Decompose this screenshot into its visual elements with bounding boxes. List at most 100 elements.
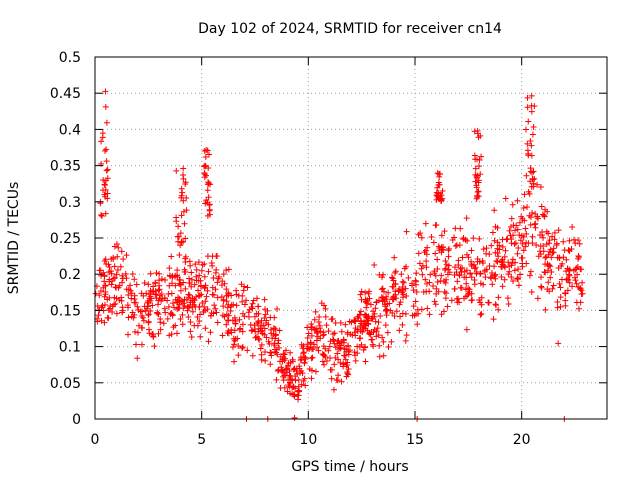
data-point [514, 197, 521, 204]
data-point [223, 267, 230, 274]
data-point [379, 285, 386, 292]
data-point [362, 358, 369, 365]
data-point [239, 298, 246, 305]
data-point [258, 328, 265, 335]
data-point [550, 249, 557, 256]
data-point [503, 236, 510, 243]
data-point [297, 357, 304, 364]
data-point [233, 291, 240, 298]
data-point [267, 314, 274, 321]
data-point [499, 283, 506, 290]
data-point [442, 295, 449, 302]
data-point [491, 263, 498, 270]
data-point [175, 238, 182, 245]
data-point [101, 191, 108, 198]
data-point [506, 227, 513, 234]
data-point [172, 282, 179, 289]
data-point [531, 103, 538, 110]
data-point [112, 284, 119, 291]
data-point [106, 268, 113, 275]
data-point [478, 294, 485, 301]
data-point [253, 295, 260, 302]
data-point [152, 291, 159, 298]
data-point [114, 253, 121, 260]
data-point [173, 330, 180, 337]
data-point [473, 156, 480, 163]
data-point [256, 336, 263, 343]
data-point [463, 280, 470, 287]
data-point [441, 288, 448, 295]
data-point [204, 187, 211, 194]
data-point [202, 298, 209, 305]
data-point [97, 288, 104, 295]
data-point [564, 287, 571, 294]
data-point [358, 288, 365, 295]
data-point [182, 179, 189, 186]
data-point [287, 349, 294, 356]
data-point [527, 221, 534, 228]
data-point [113, 295, 120, 302]
data-point [231, 341, 238, 348]
data-point [564, 276, 571, 283]
data-point [140, 292, 147, 299]
data-point [573, 299, 580, 306]
data-point [521, 191, 528, 198]
data-point [571, 274, 578, 281]
data-point [207, 312, 214, 319]
data-point [537, 231, 544, 238]
data-point [513, 222, 520, 229]
data-point [135, 307, 142, 314]
data-point [119, 275, 126, 282]
data-point [294, 371, 301, 378]
data-point [232, 320, 239, 327]
y-tick-label: 0.45 [50, 86, 81, 102]
data-point [475, 193, 482, 200]
data-point [380, 288, 387, 295]
data-point [188, 269, 195, 276]
data-point [542, 254, 549, 261]
data-point [180, 300, 187, 307]
data-point [214, 319, 221, 326]
data-point [376, 342, 383, 349]
data-point [168, 253, 175, 260]
data-point [135, 322, 142, 329]
data-point [490, 316, 497, 323]
data-point [430, 239, 437, 246]
data-point [491, 237, 498, 244]
data-point [182, 285, 189, 292]
data-point [351, 352, 358, 359]
data-point [129, 271, 136, 278]
y-tick-label: 0.05 [50, 376, 81, 392]
data-point [400, 279, 407, 286]
data-point [380, 352, 387, 359]
data-point [357, 317, 364, 324]
data-point [140, 317, 147, 324]
data-point [290, 366, 297, 373]
data-point [194, 313, 201, 320]
data-point [392, 268, 399, 275]
data-point [128, 313, 135, 320]
data-point [524, 94, 531, 101]
data-point [518, 213, 525, 220]
data-point [177, 281, 184, 288]
data-point [555, 340, 562, 347]
data-point [499, 256, 506, 263]
data-point [241, 313, 248, 320]
data-point [202, 153, 209, 160]
data-point [282, 347, 289, 354]
data-point [318, 300, 325, 307]
data-point [340, 363, 347, 370]
data-point [540, 234, 547, 241]
data-point [264, 307, 271, 314]
data-point [526, 272, 533, 279]
data-point [519, 263, 526, 270]
data-point [261, 296, 268, 303]
data-point [186, 292, 193, 299]
data-point [254, 320, 261, 327]
data-point [166, 282, 173, 289]
y-tick-labels: 0 0.05 0.1 0.15 0.2 0.25 0.3 0.35 0.4 0.45 0.5 [50, 50, 81, 428]
data-point [512, 227, 519, 234]
data-point [292, 377, 299, 384]
data-point [204, 287, 211, 294]
data-point [379, 274, 386, 281]
